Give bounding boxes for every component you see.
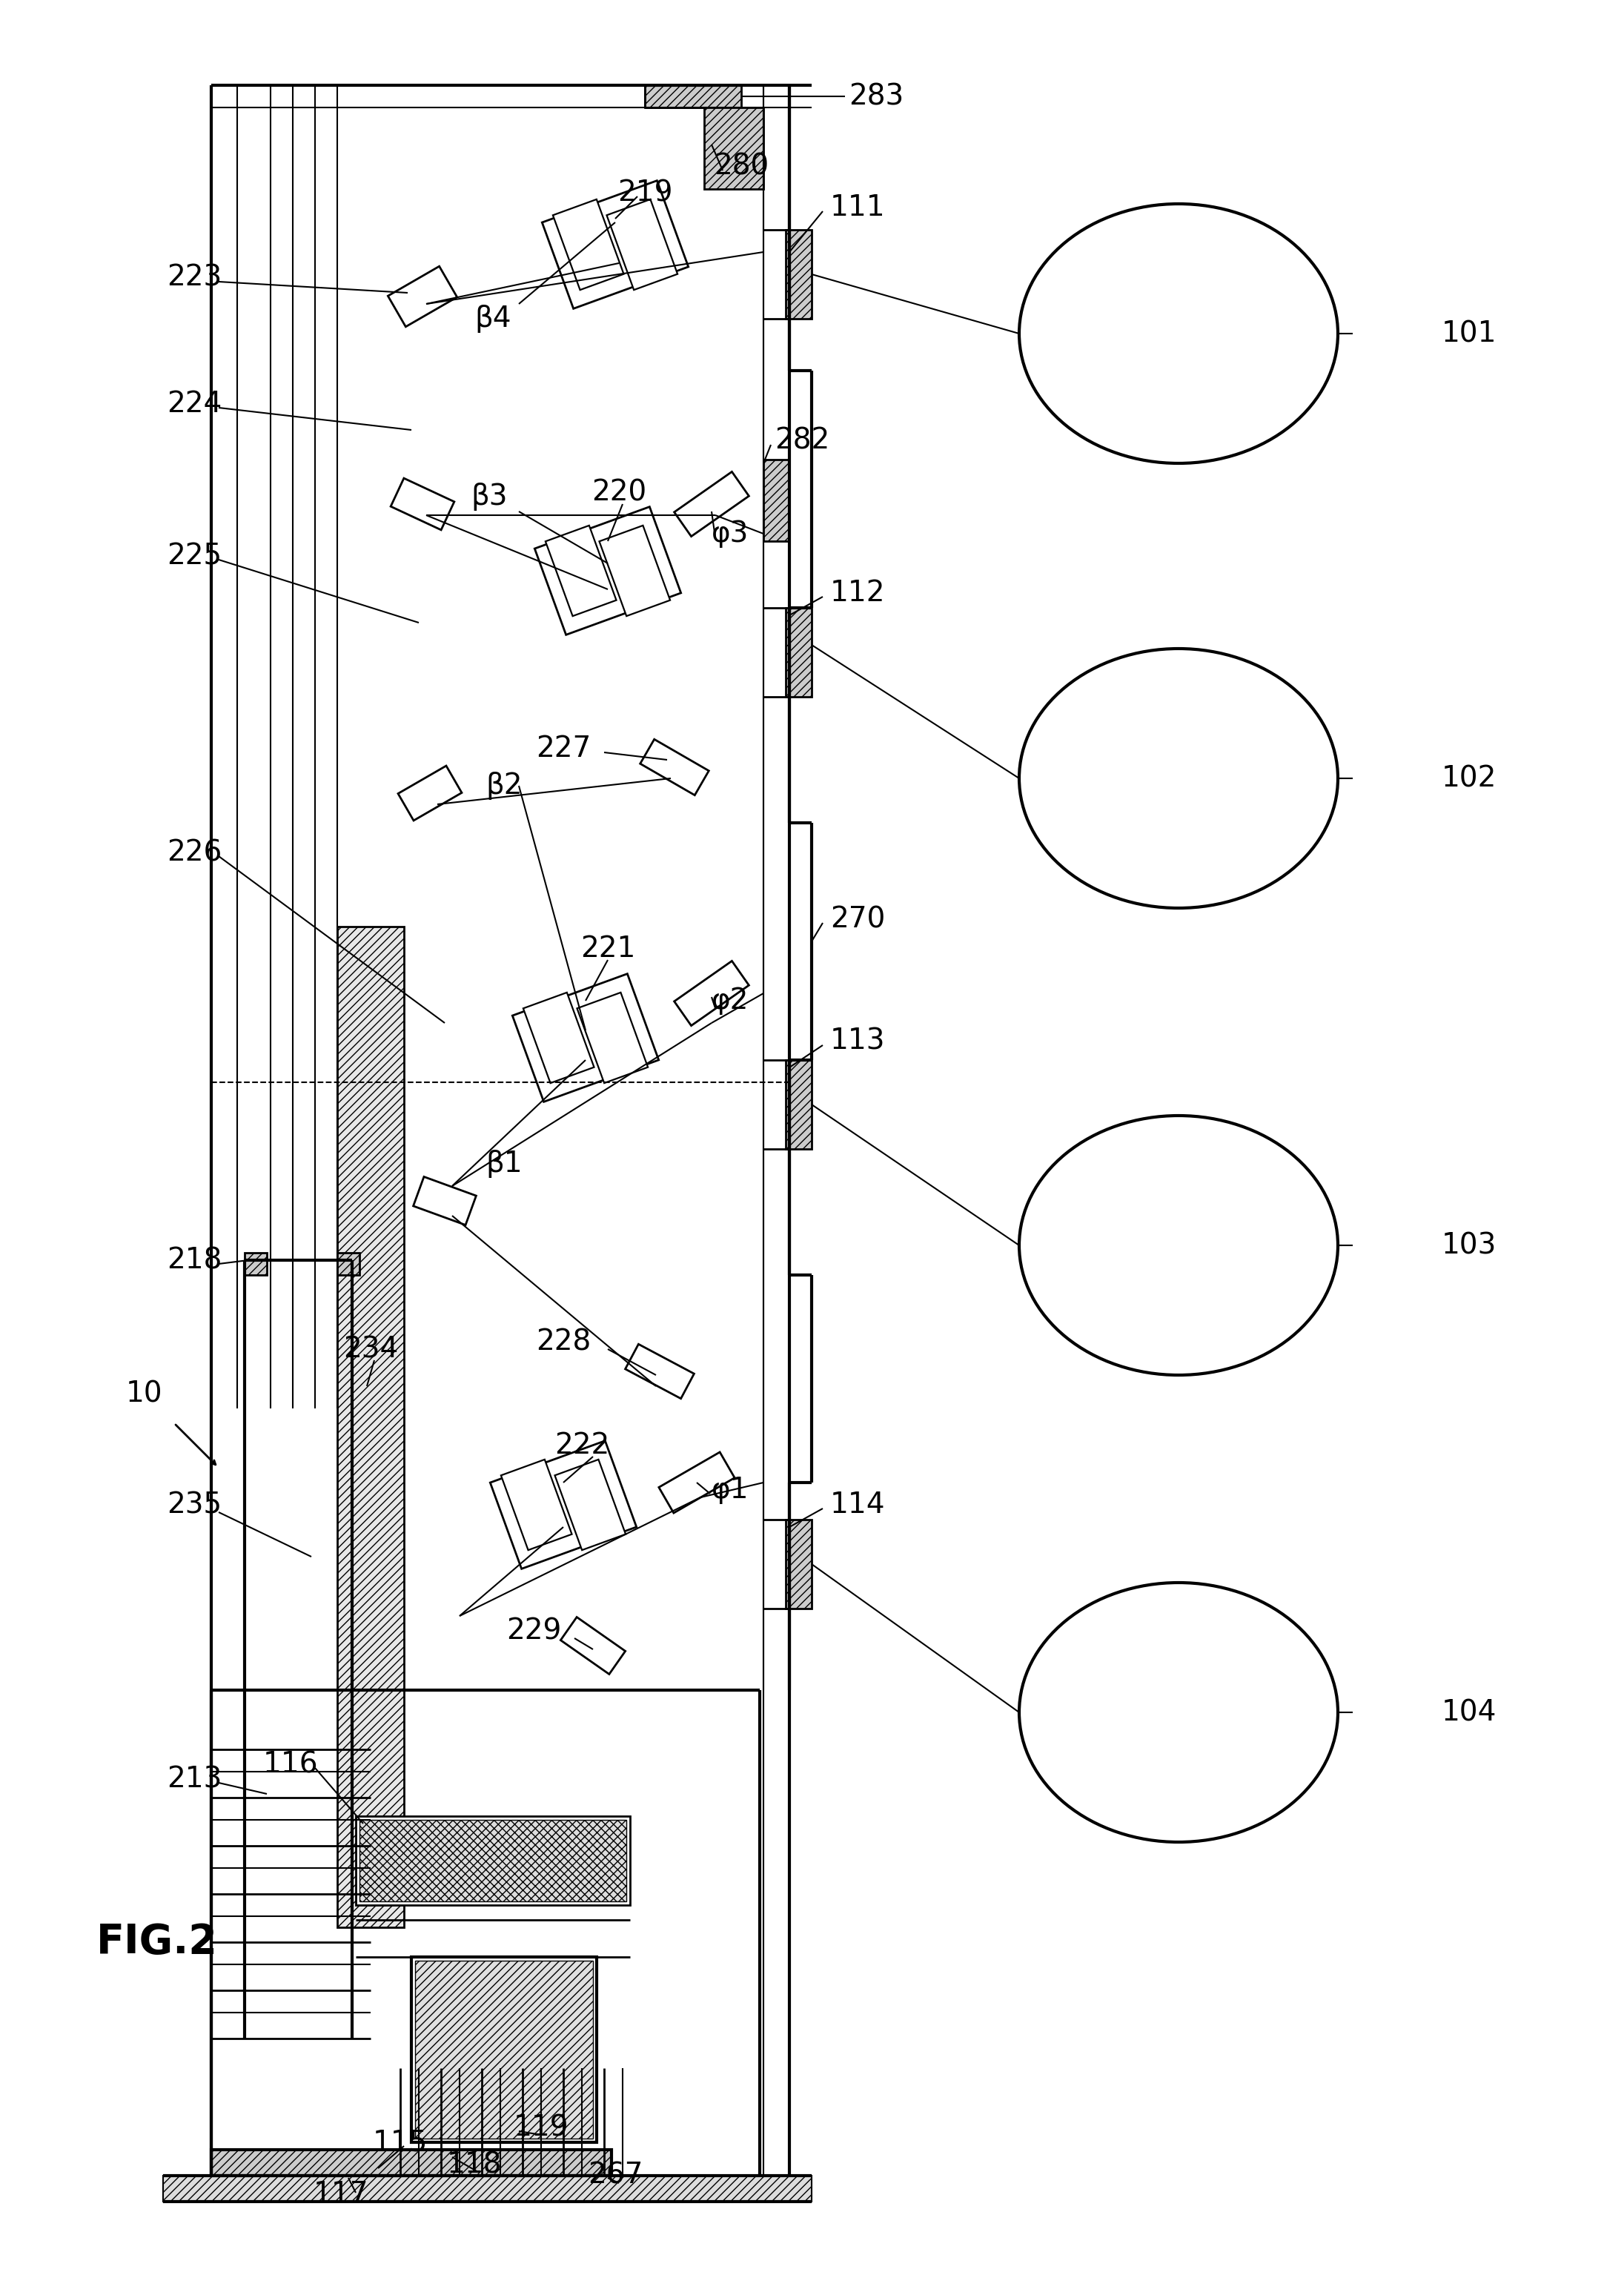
Text: 222: 222 (554, 1432, 609, 1460)
Polygon shape (674, 473, 749, 537)
Text: 112: 112 (830, 578, 885, 608)
Bar (338, 927, 404, 1928)
Bar (416, 1960, 593, 2139)
Polygon shape (391, 477, 455, 530)
Text: 10: 10 (127, 1379, 162, 1407)
Polygon shape (500, 1460, 572, 1549)
Text: β3: β3 (471, 482, 508, 512)
Polygon shape (398, 767, 461, 822)
Bar (338, 1253, 359, 1276)
Text: 267: 267 (588, 2162, 643, 2189)
Text: 101: 101 (1442, 319, 1497, 347)
Polygon shape (577, 991, 648, 1083)
Polygon shape (490, 1441, 637, 1570)
Bar (411, 1958, 596, 2141)
Polygon shape (523, 991, 594, 1083)
Bar (245, 1253, 266, 1276)
Text: 116: 116 (263, 1751, 318, 1779)
Bar (786, 608, 812, 698)
Bar (430, 1987, 578, 2084)
Text: 270: 270 (830, 904, 885, 934)
Text: 229: 229 (507, 1616, 562, 1646)
Text: 114: 114 (830, 1492, 885, 1519)
Polygon shape (674, 962, 749, 1026)
Polygon shape (534, 507, 680, 636)
Text: 218: 218 (167, 1246, 222, 1274)
Polygon shape (412, 1177, 476, 1226)
Text: β4: β4 (474, 305, 512, 333)
Polygon shape (607, 200, 677, 289)
Bar (786, 230, 812, 319)
Polygon shape (546, 526, 617, 615)
Bar (359, 1820, 627, 1900)
Text: FIG.2: FIG.2 (96, 1923, 218, 1962)
Text: 102: 102 (1442, 764, 1497, 792)
Text: 235: 235 (167, 1492, 222, 1519)
Text: 117: 117 (313, 2180, 369, 2208)
Polygon shape (625, 1345, 693, 1398)
Text: 226: 226 (167, 838, 222, 868)
Polygon shape (388, 266, 456, 326)
Polygon shape (659, 1453, 734, 1512)
Polygon shape (640, 739, 708, 794)
Text: 213: 213 (167, 1765, 222, 1792)
Bar (705, 108, 763, 188)
Bar (211, 2150, 612, 2176)
Bar (434, 1990, 575, 2079)
Text: 113: 113 (830, 1028, 885, 1056)
Text: 282: 282 (775, 427, 830, 454)
Text: 223: 223 (167, 264, 222, 291)
Text: 283: 283 (849, 83, 903, 110)
Bar (645, 85, 741, 108)
Text: 225: 225 (167, 542, 222, 569)
Text: 103: 103 (1442, 1230, 1497, 1260)
Text: φ1: φ1 (711, 1476, 749, 1503)
Text: 221: 221 (580, 934, 635, 964)
Text: 227: 227 (536, 734, 591, 762)
Text: 118: 118 (447, 2150, 502, 2178)
Polygon shape (560, 1618, 625, 1673)
Text: 224: 224 (167, 390, 222, 418)
Text: 220: 220 (591, 480, 646, 507)
Bar (786, 1519, 812, 1609)
Text: 219: 219 (617, 179, 672, 207)
Polygon shape (542, 181, 689, 308)
Polygon shape (513, 973, 659, 1102)
Bar (162, 2176, 812, 2201)
Text: 115: 115 (372, 2127, 427, 2157)
Polygon shape (552, 200, 624, 289)
Bar (786, 1060, 812, 1150)
Polygon shape (555, 1460, 625, 1549)
Text: 104: 104 (1442, 1698, 1497, 1726)
Bar (356, 1815, 630, 1905)
Bar (763, 459, 789, 542)
Text: 228: 228 (536, 1327, 591, 1356)
Text: β2: β2 (486, 771, 523, 801)
Text: φ2: φ2 (711, 987, 749, 1014)
Text: 111: 111 (830, 193, 885, 223)
Text: 234: 234 (343, 1336, 398, 1363)
Text: 119: 119 (513, 2114, 568, 2141)
Text: φ3: φ3 (711, 519, 749, 549)
Text: 280: 280 (713, 154, 768, 181)
Text: β1: β1 (486, 1150, 523, 1177)
Polygon shape (599, 526, 671, 615)
